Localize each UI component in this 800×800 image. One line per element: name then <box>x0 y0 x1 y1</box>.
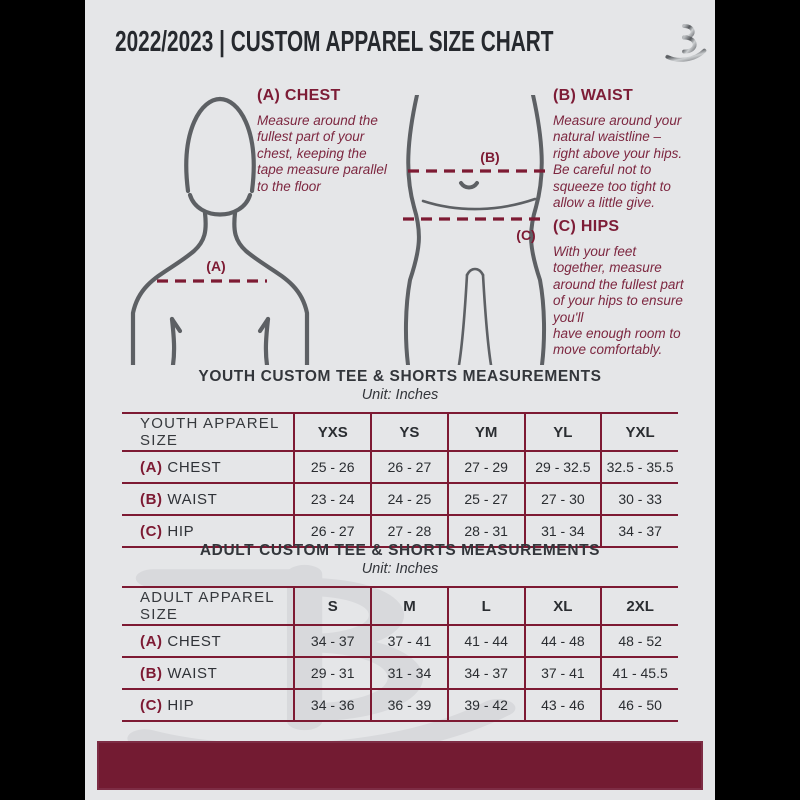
page-header: 2022/2023 | CUSTOM APPAREL SIZE CHART <box>115 16 707 66</box>
youth-section-title: YOUTH CUSTOM TEE & SHORTS MEASUREMENTS <box>198 368 602 385</box>
table-row: (B) WAIST 23 - 24 24 - 25 25 - 27 27 - 3… <box>122 482 678 515</box>
size-cell: 27 - 29 <box>446 450 525 483</box>
size-cell: 29 - 31 <box>293 656 372 689</box>
size-cell: 26 - 27 <box>370 450 448 483</box>
chest-instructions-body: Measure around the fullest part of your … <box>257 113 387 194</box>
size-cell: 34 - 36 <box>293 688 372 721</box>
size-cell: 28 - 31 <box>446 514 525 547</box>
waist-instructions: (B) WAIST Measure around your natural wa… <box>553 87 708 211</box>
row-label-text: HIP <box>167 522 195 540</box>
youth-section-unit: Unit: Inches <box>361 387 439 403</box>
size-cell: 43 - 46 <box>523 688 602 721</box>
size-cell: 39 - 42 <box>446 688 525 721</box>
row-label-text: WAIST <box>167 490 218 508</box>
column-header: YOUTH APPAREL SIZE <box>122 412 295 451</box>
adult-section-title: ADULT CUSTOM TEE & SHORTS MEASUREMENTS <box>199 542 601 559</box>
breakaway-logo-icon <box>665 21 707 62</box>
footer-bar <box>97 741 703 790</box>
table-row: (A) CHEST 34 - 37 37 - 41 41 - 44 44 - 4… <box>122 624 678 657</box>
column-header: M <box>370 586 448 625</box>
size-cell: 34 - 37 <box>600 514 678 547</box>
row-label-prefix: (A) <box>140 458 163 476</box>
row-label: (B) WAIST <box>122 656 295 689</box>
adult-section-unit: Unit: Inches <box>361 561 439 577</box>
size-cell: 25 - 27 <box>446 482 525 515</box>
column-header: YL <box>523 412 602 451</box>
column-header: XL <box>523 586 602 625</box>
size-cell: 41 - 45.5 <box>600 656 678 689</box>
column-header: L <box>446 586 525 625</box>
size-cell: 44 - 48 <box>523 624 602 657</box>
column-header: YXS <box>293 412 372 451</box>
size-cell: 34 - 37 <box>446 656 525 689</box>
size-cell: 37 - 41 <box>523 656 602 689</box>
row-label-text: WAIST <box>167 664 218 682</box>
row-label: (C) HIP <box>122 514 295 547</box>
row-label: (B) WAIST <box>122 482 295 515</box>
size-chart-page: 2022/2023 | CUSTOM APPAREL SIZE CHART <box>85 0 715 800</box>
size-cell: 36 - 39 <box>370 688 448 721</box>
size-cell: 37 - 41 <box>370 624 448 657</box>
chest-instructions: (A) CHEST Measure around the fullest par… <box>257 87 417 195</box>
waist-instructions-heading: (B) WAIST <box>553 87 634 104</box>
size-cell: 41 - 44 <box>446 624 525 657</box>
size-cell: 26 - 27 <box>293 514 372 547</box>
column-header: S <box>293 586 372 625</box>
column-header: YS <box>370 412 448 451</box>
table-row: (B) WAIST 29 - 31 31 - 34 34 - 37 37 - 4… <box>122 656 678 689</box>
column-header: YXL <box>600 412 678 451</box>
adult-size-table: ADULT APPAREL SIZE S M L XL 2XL (A) CHES… <box>122 586 678 722</box>
waist-line-label: (B) <box>480 149 500 165</box>
row-label: (A) CHEST <box>122 450 295 483</box>
size-cell: 29 - 32.5 <box>523 450 602 483</box>
adult-header-row: ADULT APPAREL SIZE S M L XL 2XL <box>122 586 678 625</box>
row-label: (C) HIP <box>122 688 295 721</box>
table-row: (C) HIP 34 - 36 36 - 39 39 - 42 43 - 46 … <box>122 688 678 721</box>
table-row: (A) CHEST 25 - 26 26 - 27 27 - 29 29 - 3… <box>122 450 678 483</box>
size-cell: 23 - 24 <box>293 482 372 515</box>
column-header: ADULT APPAREL SIZE <box>122 586 295 625</box>
row-label-prefix: (B) <box>140 490 163 508</box>
size-cell: 48 - 52 <box>600 624 678 657</box>
row-label-text: CHEST <box>167 632 222 650</box>
size-cell: 27 - 28 <box>370 514 448 547</box>
waist-instructions-body: Measure around your natural waistline – … <box>553 113 683 211</box>
row-label-prefix: (C) <box>140 522 163 540</box>
size-cell: 24 - 25 <box>370 482 448 515</box>
row-label-text: CHEST <box>167 458 222 476</box>
hips-instructions-heading: (C) HIPS <box>553 218 620 235</box>
column-header: YM <box>446 412 525 451</box>
lower-body-figure-icon <box>403 95 547 365</box>
brand-lockup: BREAKAWAY <box>663 18 715 64</box>
size-cell: 31 - 34 <box>370 656 448 689</box>
youth-header-row: YOUTH APPAREL SIZE YXS YS YM YL YXL <box>122 412 678 451</box>
row-label-prefix: (B) <box>140 664 163 682</box>
chest-line-label: (A) <box>206 258 226 274</box>
youth-size-table: YOUTH APPAREL SIZE YXS YS YM YL YXL (A) … <box>122 412 678 548</box>
chest-instructions-heading: (A) CHEST <box>257 87 341 104</box>
upper-body-figure-icon <box>130 96 310 365</box>
size-cell: 27 - 30 <box>523 482 602 515</box>
row-label-prefix: (A) <box>140 632 163 650</box>
table-row: (C) HIP 26 - 27 27 - 28 28 - 31 31 - 34 … <box>122 514 678 547</box>
page-title: 2022/2023 | CUSTOM APPAREL SIZE CHART <box>115 23 554 58</box>
column-header: 2XL <box>600 586 678 625</box>
size-cell: 31 - 34 <box>523 514 602 547</box>
hips-instructions-body: With your feet together, measure around … <box>553 244 684 358</box>
right-letterbox-bar <box>715 0 800 800</box>
size-cell: 30 - 33 <box>600 482 678 515</box>
size-cell: 34 - 37 <box>293 624 372 657</box>
row-label-prefix: (C) <box>140 696 163 714</box>
row-label-text: HIP <box>167 696 195 714</box>
size-cell: 25 - 26 <box>293 450 372 483</box>
size-cell: 46 - 50 <box>600 688 678 721</box>
left-letterbox-bar <box>0 0 85 800</box>
hip-line-label: (C) <box>516 227 536 243</box>
hips-instructions: (C) HIPS With your feet together, measur… <box>553 218 711 359</box>
size-cell: 32.5 - 35.5 <box>600 450 678 483</box>
row-label: (A) CHEST <box>122 624 295 657</box>
